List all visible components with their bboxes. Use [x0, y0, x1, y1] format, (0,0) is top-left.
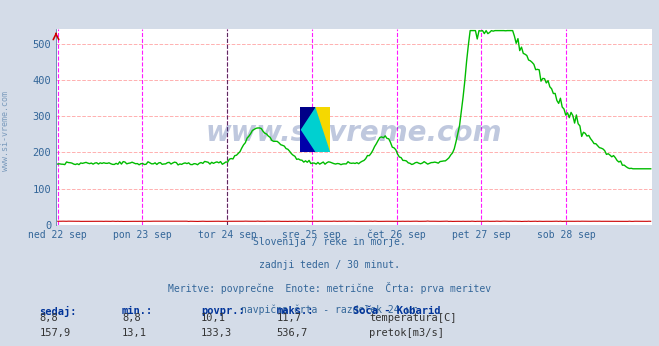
Text: 8,8: 8,8: [122, 313, 140, 323]
Polygon shape: [300, 107, 315, 130]
Text: Meritve: povprečne  Enote: metrične  Črta: prva meritev: Meritve: povprečne Enote: metrične Črta:…: [168, 282, 491, 294]
Text: 133,3: 133,3: [201, 328, 232, 337]
Polygon shape: [300, 130, 315, 152]
Text: temperatura[C]: temperatura[C]: [369, 313, 457, 323]
Polygon shape: [300, 107, 330, 152]
Polygon shape: [315, 107, 330, 152]
Text: 8,8: 8,8: [40, 313, 58, 323]
Text: Soča - Kobarid: Soča - Kobarid: [353, 306, 440, 316]
Text: pretok[m3/s]: pretok[m3/s]: [369, 328, 444, 337]
Text: min.:: min.:: [122, 306, 153, 316]
Text: 157,9: 157,9: [40, 328, 71, 337]
Text: 10,1: 10,1: [201, 313, 226, 323]
Text: maks.:: maks.:: [277, 306, 314, 316]
Text: Slovenija / reke in morje.: Slovenija / reke in morje.: [253, 237, 406, 247]
Text: 13,1: 13,1: [122, 328, 147, 337]
Text: povpr.:: povpr.:: [201, 306, 244, 316]
Text: 11,7: 11,7: [277, 313, 302, 323]
Text: www.si-vreme.com: www.si-vreme.com: [1, 91, 10, 172]
Text: zadnji teden / 30 minut.: zadnji teden / 30 minut.: [259, 260, 400, 270]
Text: sedaj:: sedaj:: [40, 306, 77, 317]
Text: www.si-vreme.com: www.si-vreme.com: [206, 119, 502, 147]
Text: 536,7: 536,7: [277, 328, 308, 337]
Text: navpična črta - razdelek 24 ur: navpična črta - razdelek 24 ur: [241, 304, 418, 315]
